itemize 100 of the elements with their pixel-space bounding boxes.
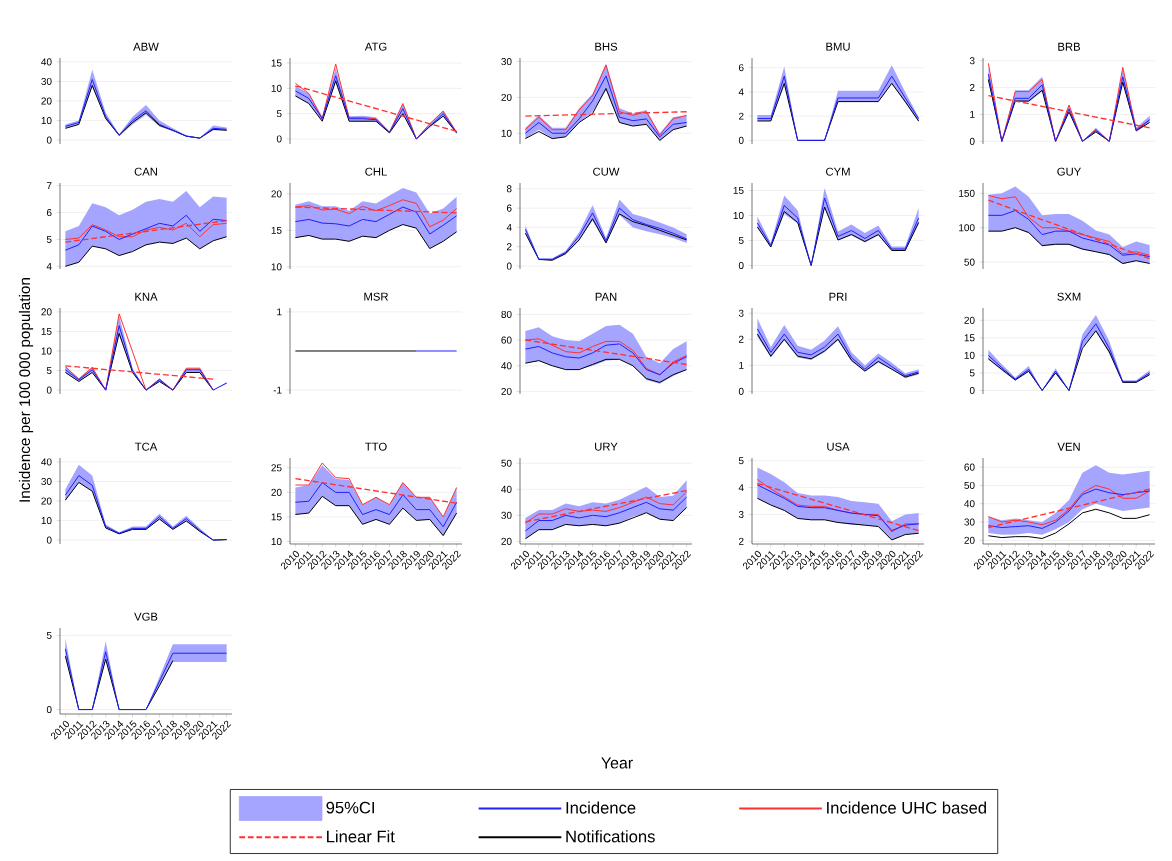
y-tick-label: 0 bbox=[46, 386, 52, 394]
y-tick-label: 0 bbox=[276, 135, 282, 143]
y-tick-label: 30 bbox=[41, 477, 52, 485]
y-tick-label: 2 bbox=[738, 537, 744, 545]
y-tick-label: 7 bbox=[46, 182, 52, 190]
y-tick-label: 20 bbox=[41, 497, 52, 505]
chart-title: BRB bbox=[1058, 42, 1081, 51]
y-tick-label: 15 bbox=[41, 327, 52, 335]
chart-title: PRI bbox=[829, 292, 847, 301]
y-tick-label: 10 bbox=[501, 129, 512, 137]
y-tick-label: 15 bbox=[964, 334, 975, 342]
y-tick-label: 10 bbox=[271, 538, 282, 546]
chart-title: VEN bbox=[1057, 442, 1080, 451]
y-tick-label: 20 bbox=[41, 97, 52, 105]
chart-title: URY bbox=[595, 442, 618, 451]
y-tick-label: 30 bbox=[501, 511, 512, 519]
y-tick-label: 4 bbox=[738, 88, 744, 96]
x-axis-title: Year bbox=[601, 757, 633, 769]
y-tick-label: 0 bbox=[46, 706, 52, 714]
chart-title: ATG bbox=[364, 42, 387, 51]
y-tick-label: 10 bbox=[271, 263, 282, 271]
y-tick-label: 5 bbox=[738, 457, 744, 465]
chart-title: VGB bbox=[134, 612, 158, 621]
y-tick-label: 0 bbox=[738, 261, 744, 270]
y-tick-label: 60 bbox=[501, 336, 512, 344]
y-tick-label: 50 bbox=[964, 258, 975, 266]
legend-label: Linear Fit bbox=[327, 830, 395, 843]
y-tick-label: 20 bbox=[501, 93, 512, 101]
y-tick-label: 6 bbox=[506, 204, 512, 212]
chart-title: CAN bbox=[134, 167, 157, 176]
chart-title: SXM bbox=[1057, 292, 1081, 301]
y-tick-label: 5 bbox=[46, 631, 52, 639]
chart-title: CHL bbox=[365, 167, 387, 176]
text: 95%CI bbox=[326, 801, 374, 814]
y-tick-label: 50 bbox=[501, 459, 512, 467]
y-tick-label: 10 bbox=[733, 211, 744, 220]
y-tick-label: 0 bbox=[46, 136, 52, 144]
y-tick-label: 4 bbox=[738, 484, 744, 491]
y-tick-label: 0 bbox=[738, 387, 744, 395]
y-tick-label: 2 bbox=[738, 112, 744, 120]
y-tick-label: 60 bbox=[964, 463, 975, 471]
y-tick-label: 3 bbox=[738, 309, 744, 317]
chart-title: USA bbox=[827, 442, 850, 451]
y-tick-label: 5 bbox=[969, 369, 975, 377]
y-tick-label: 10 bbox=[964, 351, 975, 359]
y-tick-label: 40 bbox=[41, 458, 52, 466]
y-tick-label: 80 bbox=[501, 310, 512, 318]
y-tick-label: 25 bbox=[271, 464, 282, 472]
y-tick-label: 15 bbox=[271, 59, 282, 67]
y-tick-label: 0 bbox=[46, 536, 52, 544]
y-tick-label: 40 bbox=[501, 485, 512, 493]
legend-label: Incidence bbox=[566, 801, 636, 814]
y-tick-label: 10 bbox=[41, 347, 52, 355]
y-tick-label: 4 bbox=[46, 262, 52, 270]
y-tick-label: 0 bbox=[969, 386, 975, 395]
y-tick-label: 2 bbox=[506, 243, 512, 251]
y-tick-label: 20 bbox=[271, 190, 282, 198]
chart-title: GUY bbox=[1057, 167, 1082, 176]
y-tick-label: 50 bbox=[964, 481, 975, 489]
y-tick-label: 0 bbox=[738, 136, 744, 144]
y-tick-label: 20 bbox=[41, 308, 52, 316]
chart-title: BMU bbox=[826, 42, 850, 51]
y-tick-label: 5 bbox=[276, 110, 282, 118]
y-tick-label: 10 bbox=[271, 84, 282, 92]
y-tick-label: 2 bbox=[738, 335, 744, 343]
chart-title: TCA bbox=[134, 442, 158, 451]
y-tick-label: 10 bbox=[41, 117, 52, 125]
y-tick-label: 20 bbox=[271, 488, 282, 496]
y-tick-label: 100 bbox=[959, 224, 975, 232]
y-tick-label: 30 bbox=[964, 518, 975, 526]
chart-title: MSR bbox=[364, 292, 389, 301]
y-axis-title: Incidence per 100 000 population bbox=[18, 278, 34, 502]
y-tick-label: 3 bbox=[738, 510, 744, 518]
chart-title: TTO bbox=[365, 442, 387, 451]
y-tick-label: 40 bbox=[964, 500, 975, 508]
legend-label: Incidence UHC based bbox=[827, 801, 986, 814]
y-tick-label: -1 bbox=[273, 386, 282, 394]
chart-title: PAN bbox=[595, 292, 617, 301]
y-tick-label: 20 bbox=[964, 536, 975, 544]
chart-title: CYM bbox=[826, 167, 850, 176]
y-tick-label: 6 bbox=[738, 64, 744, 72]
y-tick-label: 30 bbox=[501, 58, 512, 66]
y-tick-label: 5 bbox=[46, 367, 52, 375]
y-tick-label: 15 bbox=[733, 187, 744, 194]
y-tick-label: 20 bbox=[501, 537, 512, 545]
y-tick-label: 15 bbox=[271, 513, 282, 521]
y-tick-label: 0 bbox=[506, 262, 512, 270]
chart-title: ABW bbox=[133, 42, 159, 51]
y-tick-label: 40 bbox=[41, 58, 52, 66]
y-tick-label: 20 bbox=[501, 387, 512, 395]
y-tick-label: 1 bbox=[739, 361, 744, 369]
y-tick-label: 5 bbox=[738, 237, 744, 244]
y-tick-label: 1 bbox=[277, 308, 282, 316]
y-tick-label: 15 bbox=[271, 226, 282, 234]
chart-title: BHS bbox=[595, 42, 618, 51]
y-tick-label: 20 bbox=[964, 316, 975, 324]
y-tick-label: 0 bbox=[969, 137, 975, 145]
y-tick-label: 4 bbox=[506, 224, 512, 231]
y-tick-label: 5 bbox=[46, 235, 52, 243]
y-tick-label: 8 bbox=[506, 185, 512, 193]
